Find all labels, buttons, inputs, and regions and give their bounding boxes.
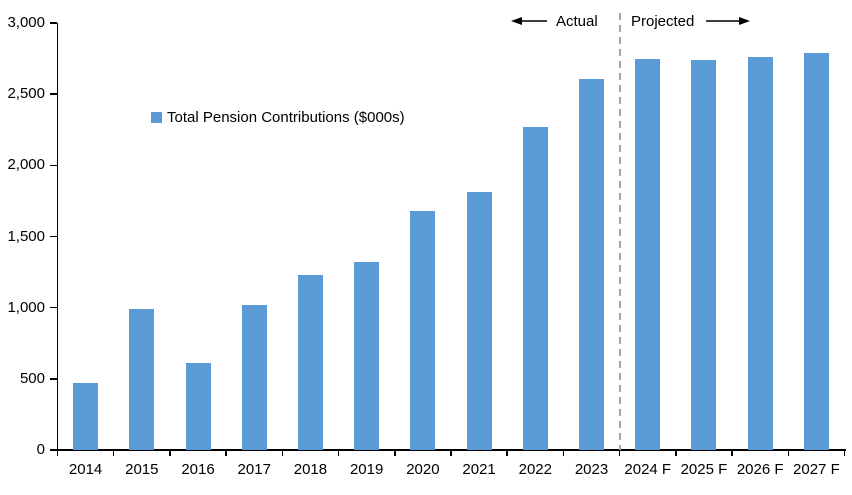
x-axis-label-2018: 2018: [293, 461, 328, 478]
x-axis-tick: [675, 450, 677, 456]
x-axis-label-2026-F: 2026 F: [736, 461, 784, 478]
x-axis-label-2027-F: 2027 F: [793, 461, 840, 478]
x-axis-tick: [618, 450, 621, 456]
x-axis-tick: [56, 450, 59, 456]
y-axis-tick: [49, 235, 57, 238]
x-axis-label-2014: 2014: [68, 461, 103, 478]
y-axis-label: 2,500: [7, 85, 45, 103]
x-axis-tick: [731, 450, 733, 456]
y-axis-tick: [49, 378, 57, 380]
x-axis-tick: [281, 450, 284, 456]
left-arrow-icon: [511, 17, 547, 25]
bar-2018: [297, 274, 323, 450]
legend-swatch-icon: [151, 112, 162, 123]
x-axis-label-2020: 2020: [406, 461, 440, 478]
bar-2027-F: [803, 52, 829, 450]
x-axis-tick: [562, 450, 565, 456]
bar-2015: [129, 309, 155, 450]
x-axis-tick: [337, 450, 340, 456]
bar-2024-F: [635, 58, 661, 450]
actual-projected-divider-line: [618, 13, 621, 450]
bar-2023: [579, 78, 605, 450]
bar-2016: [185, 363, 211, 450]
bar-2020: [410, 210, 436, 450]
bar-2025-F: [691, 60, 717, 450]
y-axis-line: [56, 23, 58, 450]
y-axis-label: 0: [36, 441, 45, 458]
bar-2019: [354, 262, 380, 450]
x-axis-label-2015: 2015: [125, 461, 159, 478]
y-axis-label: 3,000: [7, 14, 45, 31]
right-arrow-icon: [706, 17, 750, 25]
y-axis-tick: [49, 449, 57, 451]
y-axis-label: 1,500: [7, 227, 45, 245]
y-axis-tick: [49, 306, 57, 309]
x-axis-label-2023: 2023: [574, 461, 609, 478]
x-axis-tick: [394, 450, 396, 456]
x-axis-tick: [450, 450, 452, 456]
x-axis-label-2016: 2016: [181, 461, 215, 478]
x-axis-tick: [843, 450, 846, 456]
y-axis-tick: [49, 93, 57, 95]
x-axis-tick: [112, 450, 115, 456]
y-axis-label: 1,000: [7, 298, 45, 316]
x-axis-label-2022: 2022: [518, 461, 552, 478]
projected-annotation-label: Projected: [631, 13, 695, 30]
bar-2017: [241, 304, 267, 450]
y-axis-tick: [49, 164, 57, 167]
y-axis-tick: [49, 22, 57, 24]
y-axis-label: 500: [19, 369, 45, 387]
x-axis-label-2019: 2019: [349, 461, 384, 478]
actual-annotation-label: Actual: [556, 13, 598, 30]
bar-2021: [466, 192, 492, 450]
legend-label: Total Pension Contributions ($000s): [167, 109, 405, 126]
x-axis-label-2025-F: 2025 F: [680, 461, 728, 478]
x-axis-label-2024-F: 2024 F: [624, 461, 672, 478]
bar-2022: [522, 126, 548, 450]
bar-2014: [73, 383, 99, 450]
plot-area: [58, 23, 845, 450]
x-axis-tick: [787, 450, 790, 456]
x-axis-tick: [169, 450, 171, 456]
legend: Total Pension Contributions ($000s): [151, 109, 405, 126]
bar-2026-F: [747, 57, 773, 450]
x-axis-tick: [506, 450, 508, 456]
x-axis-label-2017: 2017: [237, 461, 271, 478]
x-axis-tick: [225, 450, 227, 456]
y-axis-label: 2,000: [7, 156, 45, 174]
x-axis-label-2021: 2021: [462, 461, 496, 478]
